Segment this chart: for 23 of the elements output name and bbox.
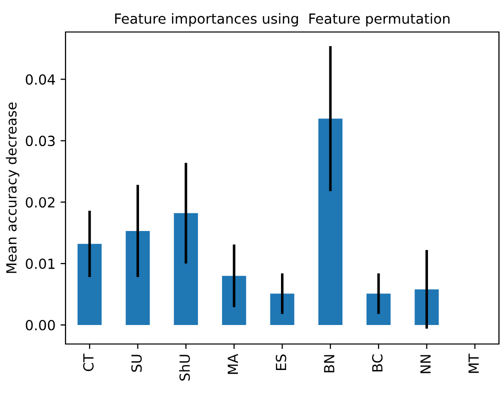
x-tick-label: BN <box>324 355 334 372</box>
x-tick-label: ShU <box>179 354 190 381</box>
bar <box>126 230 150 325</box>
bar <box>318 118 342 325</box>
y-tick-label: 0.01 <box>26 258 55 270</box>
x-tick-label: SU <box>131 354 142 372</box>
x-tick-label: CT <box>83 354 94 372</box>
x-tick-label: MA <box>228 354 238 374</box>
y-tick-label: 0.04 <box>26 74 56 85</box>
bar <box>222 276 246 325</box>
bar <box>174 213 198 325</box>
x-tick-label: BC <box>372 354 383 372</box>
y-tick-label: 0.00 <box>26 320 55 330</box>
y-axis-title: Mean accuracy decrease <box>6 102 20 273</box>
bar <box>366 294 391 325</box>
bar <box>270 294 294 325</box>
y-tick-label: 0.02 <box>26 197 54 208</box>
bar <box>78 244 102 325</box>
x-tick-label: MT <box>468 354 479 373</box>
x-tick-label: ES <box>276 354 286 370</box>
chart-title: Feature importances using Feature permutation <box>115 13 450 27</box>
x-tick-label: NN <box>420 355 431 374</box>
y-tick-label: 0.03 <box>26 136 55 146</box>
